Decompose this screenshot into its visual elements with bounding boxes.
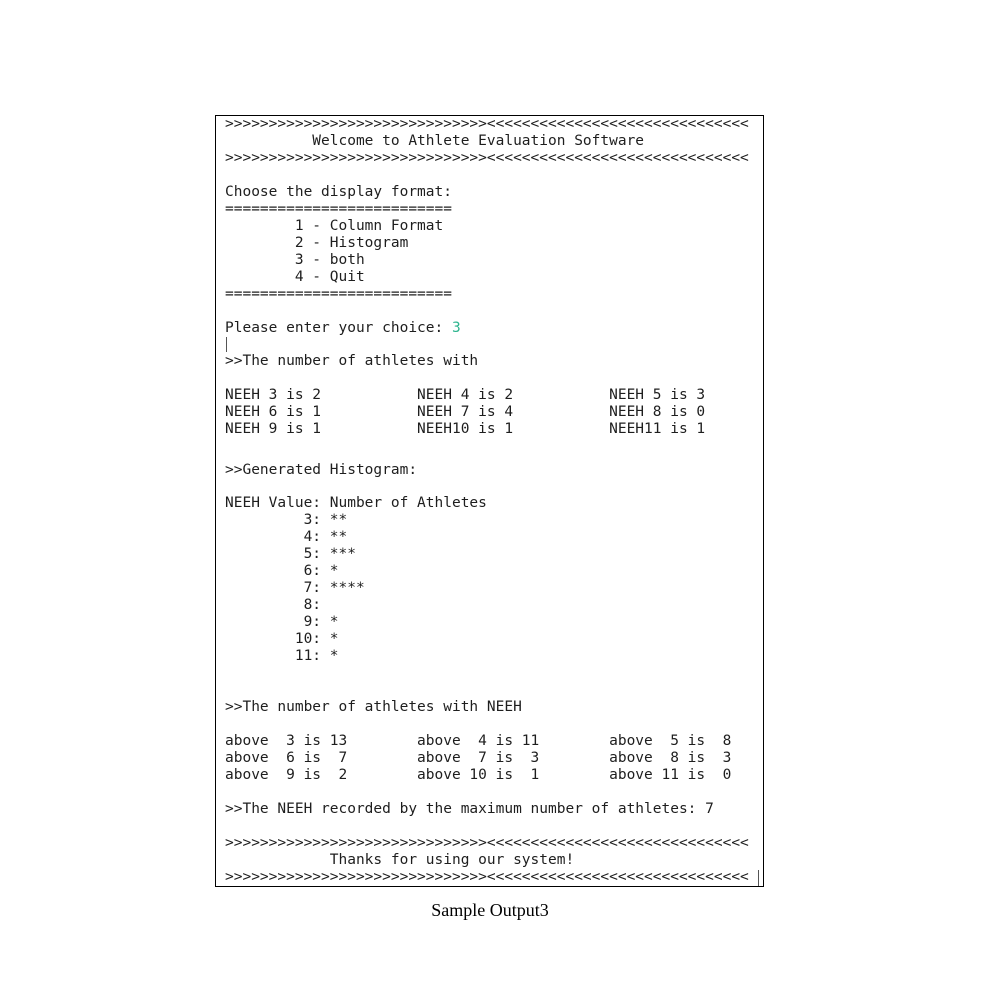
histogram-row: 3: **	[225, 512, 348, 528]
histogram-row: 9: *	[225, 614, 339, 630]
menu-rule: ==========================	[225, 201, 452, 217]
counts-row: NEEH 3 is 2 NEEH 4 is 2 NEEH 5 is 3	[225, 387, 706, 403]
histogram-row: 8:	[225, 597, 322, 613]
histogram-row: 10: *	[225, 631, 339, 647]
menu-option: 2 - Histogram	[225, 235, 409, 251]
choice-line: Please enter your choice: 3	[225, 319, 461, 337]
text-cursor	[758, 870, 759, 886]
menu-option: 3 - both	[225, 252, 365, 268]
max-neeh-line: >>The NEEH recorded by the maximum numbe…	[225, 801, 714, 817]
header-banner: >>>>>>>>>>>>>>>>>>>>>>>>>>>>>><<<<<<<<<<…	[225, 116, 749, 132]
above-heading: >>The number of athletes with NEEH	[225, 699, 522, 715]
footer-banner: >>>>>>>>>>>>>>>>>>>>>>>>>>>>>><<<<<<<<<<…	[225, 869, 749, 885]
menu-rule: ==========================	[225, 286, 452, 302]
counts-row: NEEH 6 is 1 NEEH 7 is 4 NEEH 8 is 0	[225, 404, 706, 420]
histogram-row: 5: ***	[225, 546, 356, 562]
header-banner: >>>>>>>>>>>>>>>>>>>>>>>>>>>>>><<<<<<<<<<…	[225, 150, 749, 166]
above-row: above 6 is 7 above 7 is 3 above 8 is 3	[225, 750, 732, 766]
above-row: above 3 is 13 above 4 is 11 above 5 is 8	[225, 733, 732, 749]
counts-heading: >>The number of athletes with	[225, 353, 479, 369]
above-row: above 9 is 2 above 10 is 1 above 11 is 0	[225, 767, 732, 783]
histogram-heading: >>Generated Histogram:	[225, 462, 418, 478]
histogram-row: 6: *	[225, 563, 339, 579]
welcome-title: Welcome to Athlete Evaluation Software	[225, 133, 645, 149]
thanks-message: Thanks for using our system!	[225, 852, 575, 868]
console-output: >>>>>>>>>>>>>>>>>>>>>>>>>>>>>><<<<<<<<<<…	[215, 115, 764, 887]
menu-prompt: Choose the display format:	[225, 184, 452, 200]
footer-banner: >>>>>>>>>>>>>>>>>>>>>>>>>>>>>><<<<<<<<<<…	[225, 835, 749, 851]
choice-value[interactable]: 3	[451, 320, 461, 336]
histogram-row: 11: *	[225, 648, 339, 664]
menu-option: 1 - Column Format	[225, 218, 444, 234]
histogram-row: 4: **	[225, 529, 348, 545]
histogram-row: 7: ****	[225, 580, 365, 596]
histogram-column-header: NEEH Value: Number of Athletes	[225, 495, 487, 511]
counts-row: NEEH 9 is 1 NEEH10 is 1 NEEH11 is 1	[225, 421, 706, 437]
figure-caption: Sample Output3	[431, 900, 549, 920]
text-cursor	[226, 337, 227, 352]
menu-option: 4 - Quit	[225, 269, 365, 285]
choice-prompt: Please enter your choice:	[225, 320, 452, 336]
